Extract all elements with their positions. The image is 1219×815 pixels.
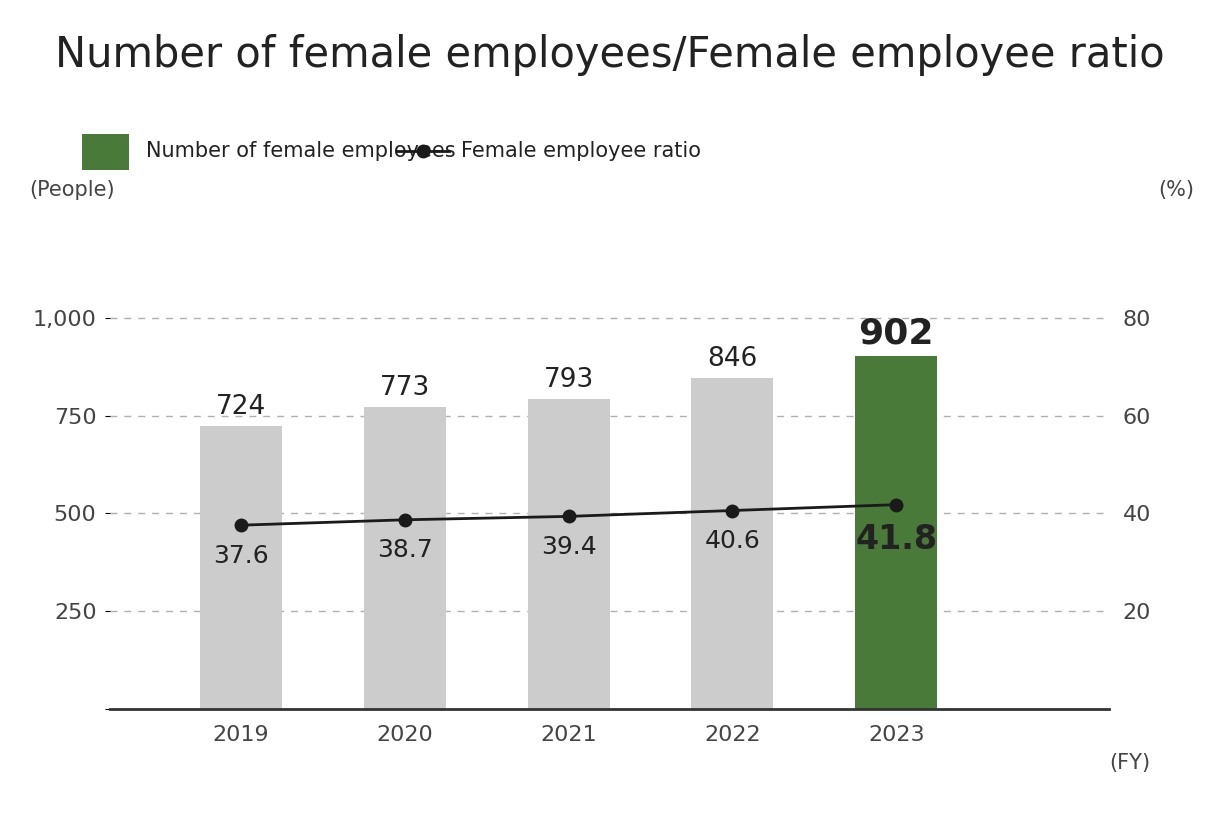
Text: Number of female employees/Female employee ratio: Number of female employees/Female employ… [55, 34, 1164, 76]
Text: (FY): (FY) [1109, 753, 1151, 773]
Text: Female employee ratio: Female employee ratio [461, 141, 701, 161]
Bar [856, 356, 937, 709]
Text: 41.8: 41.8 [856, 523, 937, 556]
Text: 902: 902 [858, 316, 934, 350]
Bar [200, 425, 282, 709]
FancyBboxPatch shape [82, 134, 129, 170]
Text: 40.6: 40.6 [705, 529, 761, 553]
Text: 793: 793 [544, 367, 594, 393]
Bar [691, 378, 773, 709]
Text: 38.7: 38.7 [377, 539, 433, 562]
Text: 39.4: 39.4 [541, 535, 596, 559]
Text: 724: 724 [216, 394, 266, 420]
Text: (%): (%) [1158, 180, 1195, 200]
Text: 773: 773 [379, 375, 430, 401]
Bar [528, 399, 610, 709]
Bar [363, 407, 446, 709]
Text: (People): (People) [29, 180, 116, 200]
Text: 846: 846 [707, 346, 757, 372]
Text: Number of female employees: Number of female employees [146, 141, 455, 161]
Text: 37.6: 37.6 [213, 544, 268, 568]
